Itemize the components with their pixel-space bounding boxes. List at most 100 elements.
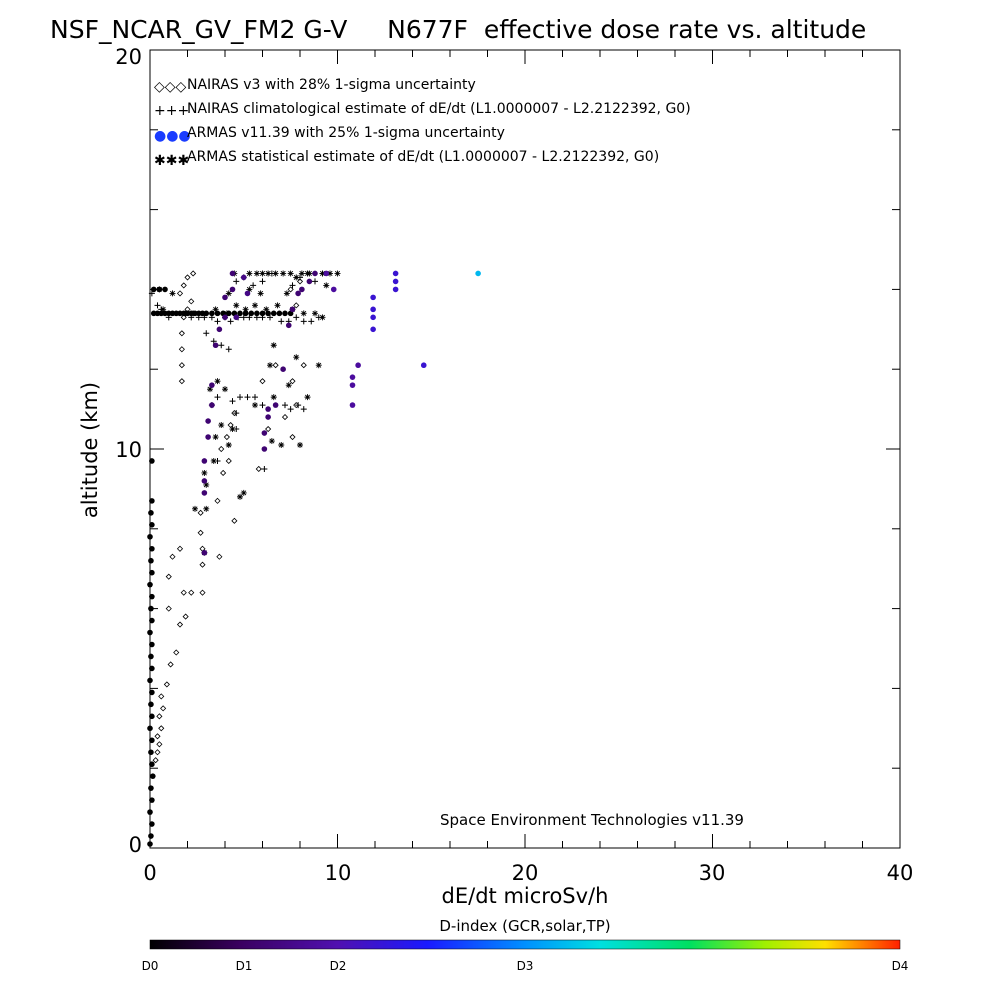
x-tick-label-40: 40	[887, 861, 914, 885]
nairas-climatological-point	[229, 398, 236, 405]
armas-statistical-point	[233, 302, 240, 309]
armas-statistical-point	[203, 505, 210, 512]
nairas-v3-point	[178, 330, 185, 337]
armas-point	[147, 533, 153, 540]
nairas-v3-point	[272, 362, 279, 369]
armas-statistical-point	[297, 442, 303, 449]
nairas-v3-point	[259, 378, 266, 385]
armas-point	[237, 310, 243, 317]
armas-point	[475, 270, 481, 277]
armas-point	[222, 314, 228, 321]
armas-point	[244, 290, 251, 297]
armas-statistical-point	[323, 282, 330, 289]
armas-point	[201, 549, 208, 556]
armas-point	[370, 306, 376, 313]
armas-statistical-point	[287, 270, 294, 277]
nairas-v3-point	[289, 433, 296, 441]
armas-statistical-point	[315, 362, 322, 369]
armas-statistical-point	[242, 306, 249, 313]
armas-point	[149, 641, 155, 648]
nairas-v3-point	[173, 649, 180, 656]
armas-point	[149, 522, 155, 528]
y-tick-label-10: 10	[115, 438, 142, 462]
colorbar-label-d0: D0	[142, 959, 159, 973]
armas-point	[149, 665, 155, 672]
armas-point	[370, 326, 376, 333]
colorbar-label-d2: D2	[330, 959, 347, 973]
armas-point	[147, 809, 153, 815]
armas-statistical-point	[268, 438, 275, 445]
armas-point	[248, 310, 255, 317]
armas-statistical-point	[334, 270, 341, 277]
nairas-v3-point	[223, 433, 230, 441]
armas-point	[323, 270, 330, 277]
armas-point	[392, 278, 399, 285]
armas-statistical-point	[257, 290, 264, 297]
nairas-v3-point	[214, 497, 221, 504]
nairas-climatological-point	[293, 314, 300, 321]
armas-point	[201, 490, 208, 496]
nairas-v3-point	[289, 378, 296, 385]
armas-point	[214, 310, 221, 317]
nairas-v3-point	[231, 517, 238, 524]
armas-point	[209, 382, 215, 388]
armas-statistical-point	[218, 422, 225, 429]
armas-point	[148, 785, 154, 791]
nairas-v3-point	[178, 378, 185, 385]
nairas-v3-point	[178, 346, 185, 353]
series-nairas-v3	[152, 270, 307, 764]
armas-statistical-point	[319, 270, 326, 277]
armas-statistical-point	[293, 274, 300, 281]
nairas-climatological-point	[300, 406, 307, 413]
armas-point	[149, 737, 155, 744]
nairas-v3-point	[165, 605, 172, 612]
armas-point	[216, 326, 223, 333]
nairas-v3-point	[154, 749, 161, 756]
armas-point	[148, 749, 154, 756]
armas-point	[148, 653, 154, 660]
armas-point	[162, 286, 168, 293]
nairas-climatological-point	[214, 394, 221, 401]
colorbar-title: D-index (GCR,solar,TP)	[439, 917, 610, 935]
nairas-v3-point	[158, 725, 165, 732]
nairas-v3-point	[154, 733, 161, 740]
armas-point	[306, 278, 313, 285]
armas-point	[147, 677, 153, 684]
armas-point	[370, 294, 376, 301]
nairas-v3-point	[178, 362, 185, 369]
nairas-climatological-point	[250, 282, 257, 289]
nairas-v3-point	[293, 302, 300, 309]
armas-statistical-point	[214, 378, 221, 385]
nairas-v3-point	[188, 298, 195, 305]
nairas-v3-point	[169, 553, 176, 560]
nairas-climatological-point	[312, 278, 318, 285]
x-tick-label-10: 10	[325, 861, 352, 885]
armas-point	[265, 414, 271, 420]
nairas-climatological-point	[237, 394, 243, 401]
armas-statistical-point	[210, 457, 217, 464]
armas-point	[276, 310, 283, 317]
armas-statistical-point	[265, 270, 272, 277]
armas-point	[150, 286, 157, 293]
nairas-v3-point	[199, 561, 206, 568]
nairas-v3-point	[180, 589, 187, 596]
nairas-v3-point	[197, 509, 204, 516]
nairas-v3-point	[163, 681, 170, 688]
colorbar-label-d4: D4	[892, 959, 909, 973]
armas-point	[349, 402, 356, 408]
armas-statistical-point	[240, 489, 247, 496]
armas-statistical-point	[212, 434, 219, 441]
armas-point	[150, 773, 156, 779]
nairas-v3-point	[165, 573, 172, 580]
nairas-v3-point	[300, 362, 307, 369]
armas-point	[209, 402, 215, 408]
armas-point	[205, 434, 211, 440]
armas-statistical-point	[192, 505, 198, 512]
armas-point	[280, 366, 286, 373]
armas-statistical-point	[201, 469, 208, 476]
x-axis-label: dE/dt microSv/h	[442, 884, 609, 908]
nairas-climatological-point	[295, 402, 302, 409]
armas-statistical-point	[222, 386, 228, 393]
armas-point	[222, 294, 228, 301]
armas-statistical-point	[267, 362, 273, 369]
